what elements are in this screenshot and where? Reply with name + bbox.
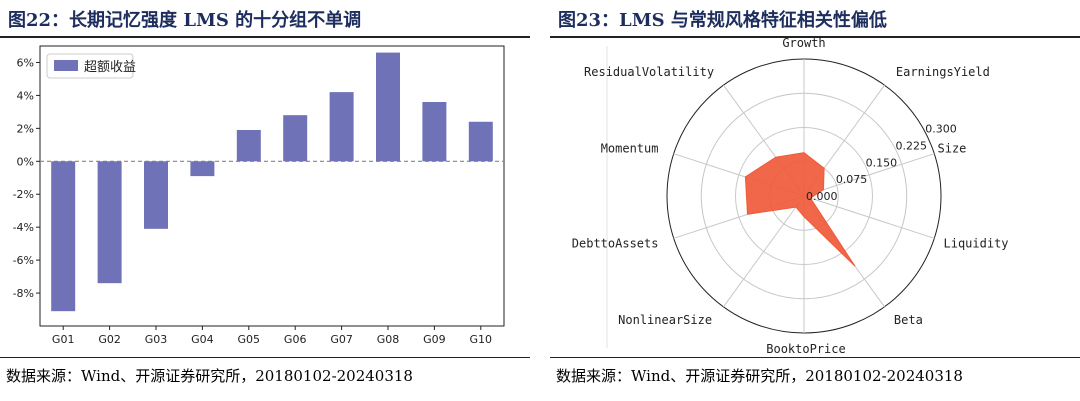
bar xyxy=(422,102,447,162)
radial-tick-label: 0.300 xyxy=(925,123,957,136)
plot-frame xyxy=(39,45,505,327)
bar xyxy=(51,161,76,312)
right-figure-title: 图23：LMS 与常规风格特征相关性偏低 xyxy=(558,10,887,31)
x-tick-label: G07 xyxy=(330,333,353,346)
legend-label: 超额收益 xyxy=(84,60,136,75)
spoke xyxy=(803,153,935,197)
axis-label: Beta xyxy=(894,313,923,327)
radial-tick-label: 0.225 xyxy=(895,139,927,152)
axis-label: NonlinearSize xyxy=(618,313,712,327)
y-tick-label: -6% xyxy=(13,254,34,267)
y-tick-label: 2% xyxy=(17,122,34,135)
spoke xyxy=(803,195,935,239)
spoke xyxy=(723,195,805,308)
bar xyxy=(329,92,354,162)
x-tick-label: G06 xyxy=(284,333,307,346)
y-tick-label: 0% xyxy=(17,155,34,168)
left-figure-panel: 图22：长期记忆强度 LMS 的十分组不单调 -8% -6% -4% -2% 0% 2% 4… xyxy=(0,0,530,401)
y-tick-label: 6% xyxy=(17,56,34,69)
left-title-rule xyxy=(0,36,530,38)
axis-label: Size xyxy=(938,142,967,156)
axis-label: Growth xyxy=(782,36,825,50)
left-source-note: 数据来源：Wind、开源证券研究所，20180102-20240318 xyxy=(6,367,413,385)
y-tick-label: -4% xyxy=(13,221,34,234)
bar xyxy=(190,161,215,177)
x-tick-label: G02 xyxy=(98,333,121,346)
bar xyxy=(376,52,400,162)
legend: 超额收益 xyxy=(46,53,136,79)
x-tick-label: G08 xyxy=(377,333,400,346)
y-tick-label: -2% xyxy=(13,188,34,201)
left-figure-title: 图22：长期记忆强度 LMS 的十分组不单调 xyxy=(8,10,362,31)
bar-chart: -8% -6% -4% -2% 0% 2% 4% 6% G01 G02 G03 G04 G05 G06 G0… xyxy=(13,45,505,346)
bar xyxy=(283,115,308,162)
radial-tick-label: 0.150 xyxy=(866,156,898,169)
y-tick-label: -8% xyxy=(13,287,34,300)
bar xyxy=(236,130,261,162)
axis-label: Liquidity xyxy=(944,236,1009,250)
bar xyxy=(97,161,122,284)
right-source-rule xyxy=(550,357,1080,358)
radar-area xyxy=(744,152,856,267)
x-tick-label: G05 xyxy=(238,333,261,346)
right-title-rule xyxy=(550,36,1080,38)
x-tick-label: G03 xyxy=(145,333,168,346)
axis-label: DebttoAssets xyxy=(572,236,659,250)
x-tick-label: G09 xyxy=(423,333,446,346)
axis-label: BooktoPrice xyxy=(766,342,845,356)
radial-tick-label: 0.000 xyxy=(806,190,838,203)
right-source-note: 数据来源：Wind、开源证券研究所，20180102-20240318 xyxy=(556,367,963,385)
y-tick-label: 4% xyxy=(17,89,34,102)
x-tick-label: G10 xyxy=(470,333,493,346)
axis-label: EarningsYield xyxy=(896,65,990,79)
axis-label: ResidualVolatility xyxy=(584,65,714,79)
x-tick-label: G04 xyxy=(191,333,214,346)
bar xyxy=(468,121,493,162)
axis-label: Momentum xyxy=(601,142,659,156)
legend-swatch xyxy=(54,60,78,71)
radial-tick-label: 0.075 xyxy=(836,173,868,186)
right-figure-panel: 图23：LMS 与常规风格特征相关性偏低 0.000 0.075 0.150 0.22… xyxy=(550,0,1080,401)
x-tick-label: G01 xyxy=(52,333,75,346)
bar xyxy=(144,161,168,229)
radar-chart: 0.000 0.075 0.150 0.225 0.300 Size EarningsYie… xyxy=(572,36,1009,356)
left-source-rule xyxy=(0,357,530,358)
